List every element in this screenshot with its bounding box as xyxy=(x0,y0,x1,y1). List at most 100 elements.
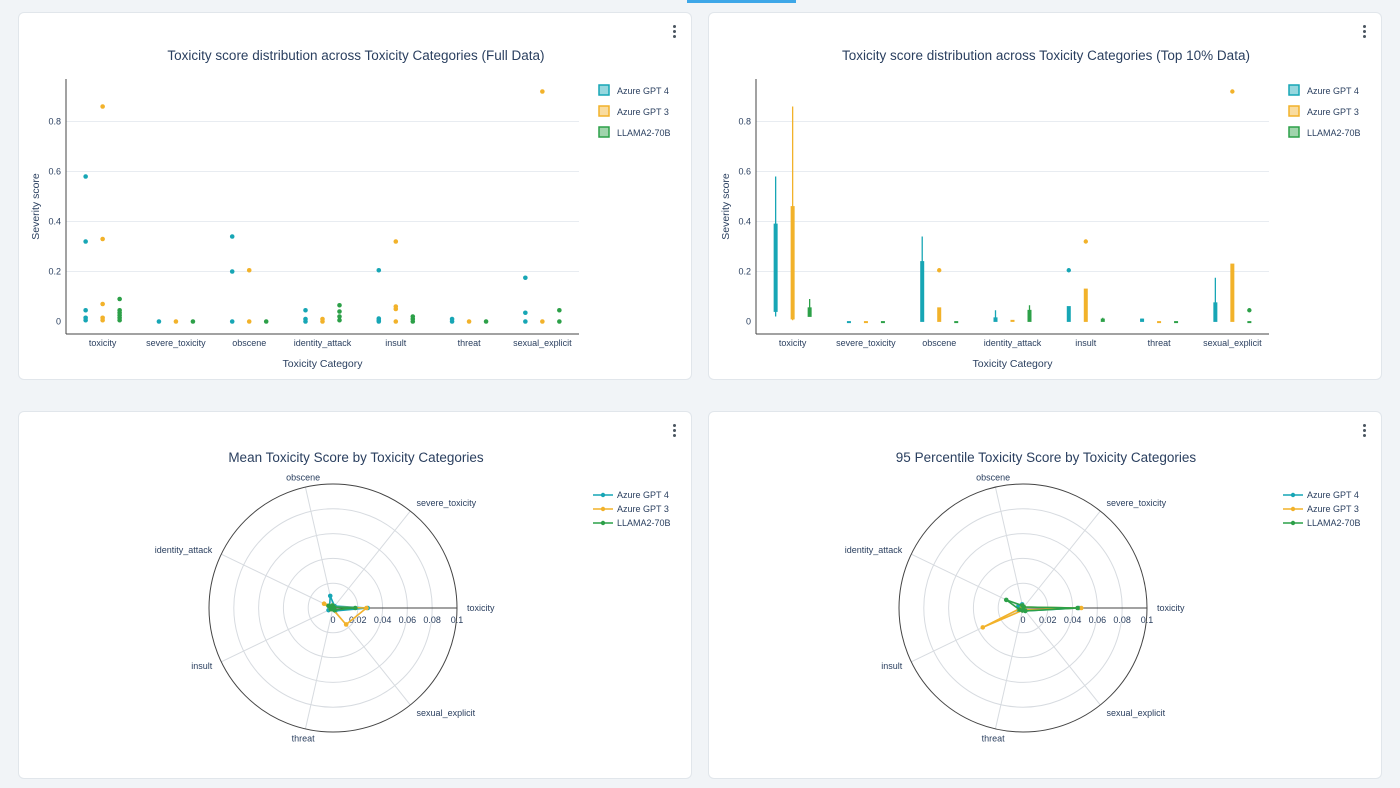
chart-card-top10-data: Toxicity score distribution across Toxic… xyxy=(708,12,1382,380)
y-tick-label: 0 xyxy=(56,317,61,327)
y-axis-title: Severity score xyxy=(30,173,42,240)
box-body xyxy=(1247,321,1252,324)
legend-swatch[interactable] xyxy=(1288,105,1300,117)
data-point xyxy=(337,309,342,314)
radial-tick-label: 0.1 xyxy=(1141,615,1154,625)
legend-label[interactable]: Azure GPT 3 xyxy=(1307,107,1359,117)
data-point xyxy=(393,319,399,324)
y-tick-label: 0.8 xyxy=(738,117,751,127)
more-options-icon[interactable] xyxy=(667,22,681,40)
y-tick-label: 0.6 xyxy=(48,167,61,177)
more-options-icon[interactable] xyxy=(667,421,681,439)
series-marker xyxy=(980,625,986,630)
x-tick-label: sexual_explicit xyxy=(513,338,572,348)
data-point xyxy=(83,317,88,323)
angular-axis-label: identity_attack xyxy=(845,545,903,555)
box-body xyxy=(937,307,942,322)
data-point xyxy=(337,317,342,323)
x-tick-label: toxicity xyxy=(779,338,807,348)
box-body xyxy=(993,317,998,322)
legend-marker[interactable] xyxy=(1290,492,1296,498)
legend-label[interactable]: LLAMA2-70B xyxy=(1307,518,1361,528)
legend-label[interactable]: Azure GPT 3 xyxy=(617,504,669,514)
legend-marker[interactable] xyxy=(1290,520,1296,526)
radar-spoke xyxy=(332,510,411,609)
legend-label[interactable]: Azure GPT 4 xyxy=(617,86,669,96)
box-body xyxy=(880,321,885,324)
legend-swatch[interactable] xyxy=(1288,126,1300,138)
series-marker xyxy=(1078,605,1084,611)
box-body xyxy=(773,223,778,312)
chart-title: Toxicity score distribution across Toxic… xyxy=(842,48,1250,63)
data-point xyxy=(229,269,235,274)
radial-tick-label: 0 xyxy=(330,615,335,625)
data-point xyxy=(376,267,382,273)
data-point xyxy=(449,319,455,324)
more-options-icon[interactable] xyxy=(1357,421,1371,439)
data-point xyxy=(156,319,162,324)
angular-axis-label: sexual_explicit xyxy=(417,708,476,718)
box-plot-top10-data: Toxicity score distribution across Toxic… xyxy=(720,48,1361,370)
data-point xyxy=(229,234,235,239)
radar-spoke xyxy=(221,607,334,663)
radar-spoke xyxy=(221,553,334,609)
angular-axis-label: identity_attack xyxy=(155,545,213,555)
radar-spoke xyxy=(304,607,334,730)
data-point xyxy=(523,319,528,324)
series-marker xyxy=(353,605,358,611)
data-point xyxy=(483,319,489,324)
box-body xyxy=(1174,321,1179,324)
legend-marker[interactable] xyxy=(600,506,606,512)
series-marker xyxy=(1003,597,1009,603)
y-tick-label: 0.6 xyxy=(738,167,751,177)
data-point xyxy=(246,319,252,324)
x-tick-label: threat xyxy=(458,338,482,348)
box-outlier xyxy=(1066,268,1071,273)
data-point xyxy=(557,319,562,324)
legend-marker[interactable] xyxy=(1290,506,1296,512)
legend-swatch[interactable] xyxy=(598,105,610,117)
data-point xyxy=(540,89,545,94)
series-marker xyxy=(1020,603,1025,608)
strip-plot-full-data: Toxicity score distribution across Toxic… xyxy=(30,48,671,370)
radar-spoke xyxy=(1022,607,1101,706)
chart-card-mean-radar: Mean Toxicity Score by Toxicity Categori… xyxy=(18,411,692,779)
box-body xyxy=(1066,306,1071,322)
chart-title: Toxicity score distribution across Toxic… xyxy=(167,48,544,63)
box-body xyxy=(954,321,959,324)
data-point xyxy=(83,307,88,313)
data-point xyxy=(320,319,325,324)
legend-label[interactable]: Azure GPT 3 xyxy=(617,107,669,117)
radial-tick-label: 0.06 xyxy=(399,615,417,625)
data-point xyxy=(100,104,105,109)
legend-label[interactable]: LLAMA2-70B xyxy=(617,128,671,138)
legend-swatch[interactable] xyxy=(1288,84,1300,96)
radar-spoke xyxy=(994,607,1024,730)
data-point xyxy=(466,319,472,324)
legend-label[interactable]: LLAMA2-70B xyxy=(617,518,671,528)
box-body xyxy=(807,307,812,317)
legend-label[interactable]: Azure GPT 4 xyxy=(1307,86,1359,96)
x-tick-label: identity_attack xyxy=(294,338,352,348)
legend-swatch[interactable] xyxy=(598,126,610,138)
data-point xyxy=(303,319,308,324)
y-tick-label: 0.4 xyxy=(48,217,61,227)
angular-axis-label: threat xyxy=(982,734,1006,744)
legend-swatch[interactable] xyxy=(598,84,610,96)
legend-label[interactable]: LLAMA2-70B xyxy=(1307,128,1361,138)
more-options-icon[interactable] xyxy=(1357,22,1371,40)
data-point xyxy=(83,174,88,179)
legend-label[interactable]: Azure GPT 4 xyxy=(1307,490,1359,500)
legend-label[interactable]: Azure GPT 4 xyxy=(617,490,669,500)
legend-label[interactable]: Azure GPT 3 xyxy=(1307,504,1359,514)
data-point xyxy=(246,267,252,273)
series-marker xyxy=(326,603,331,609)
radial-tick-label: 0.1 xyxy=(451,615,464,625)
chart-title: Mean Toxicity Score by Toxicity Categori… xyxy=(228,450,484,465)
data-point xyxy=(100,317,105,323)
radial-tick-label: 0.06 xyxy=(1089,615,1107,625)
legend-marker[interactable] xyxy=(600,492,606,498)
data-point xyxy=(173,319,179,324)
legend-marker[interactable] xyxy=(600,520,606,526)
radial-tick-label: 0.08 xyxy=(1113,615,1131,625)
